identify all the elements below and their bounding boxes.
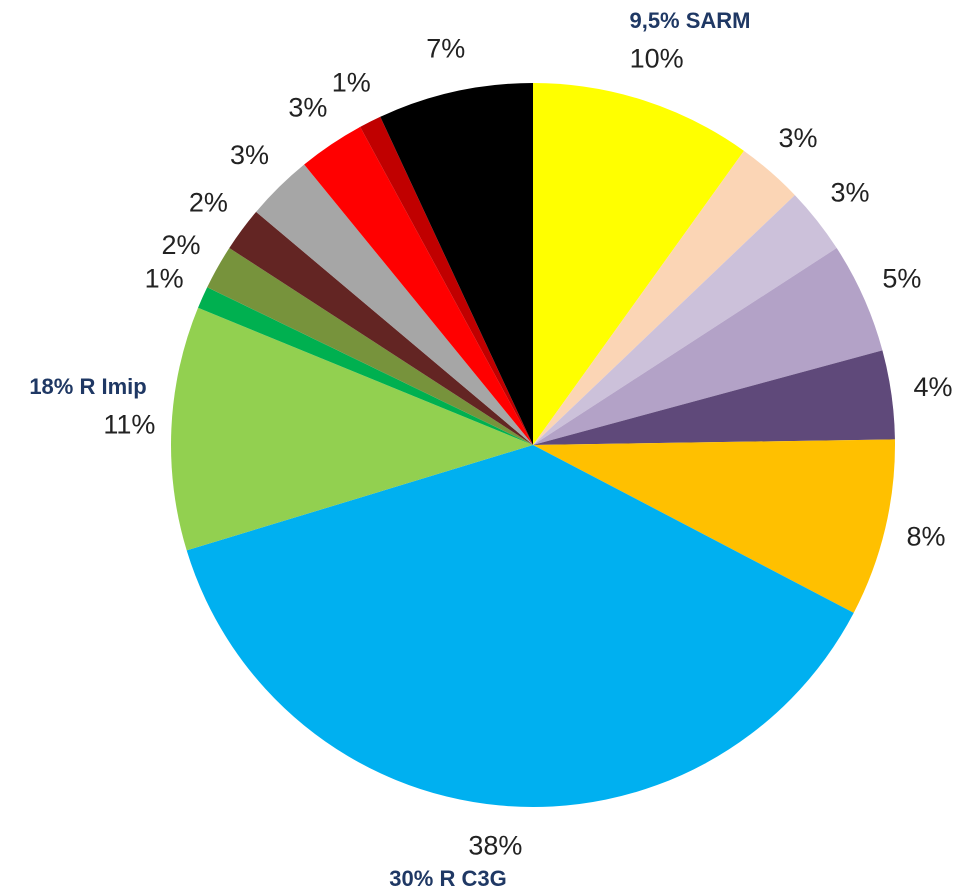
- pie-slice: [229, 211, 534, 445]
- pie-slice: [533, 350, 895, 445]
- data-label: 7%: [426, 34, 465, 64]
- annotation: 30% R C3G: [389, 866, 506, 891]
- pie-slice: [207, 247, 533, 445]
- pie-slice: [533, 247, 883, 445]
- pie-slice: [170, 307, 533, 551]
- data-label: 10%: [630, 44, 684, 74]
- data-label: 3%: [230, 140, 269, 170]
- pie-slice: [533, 439, 896, 613]
- data-label: 2%: [162, 230, 201, 260]
- pie-slice: [256, 164, 533, 446]
- data-label: 3%: [830, 178, 869, 208]
- pie-slice: [533, 150, 795, 445]
- data-label: 4%: [914, 372, 953, 402]
- data-label: 3%: [778, 123, 817, 153]
- pie-slice: [198, 287, 533, 445]
- data-label: 1%: [332, 67, 371, 97]
- data-label: 3%: [288, 93, 327, 123]
- annotation: 9,5% SARM: [629, 8, 750, 33]
- data-label: 8%: [907, 522, 946, 552]
- pie-slice: [360, 116, 533, 445]
- data-label: 11%: [103, 409, 155, 439]
- pie-slice: [304, 126, 533, 445]
- pie-slice: [380, 83, 533, 445]
- pie-slice: [533, 195, 837, 445]
- data-label: 1%: [145, 263, 184, 293]
- pie-slice: [186, 445, 854, 807]
- data-label: 2%: [189, 188, 228, 218]
- data-label: 5%: [882, 263, 921, 293]
- pie-slice: [533, 83, 744, 445]
- annotation: 18% R Imip: [29, 374, 146, 399]
- data-label: 38%: [468, 830, 522, 860]
